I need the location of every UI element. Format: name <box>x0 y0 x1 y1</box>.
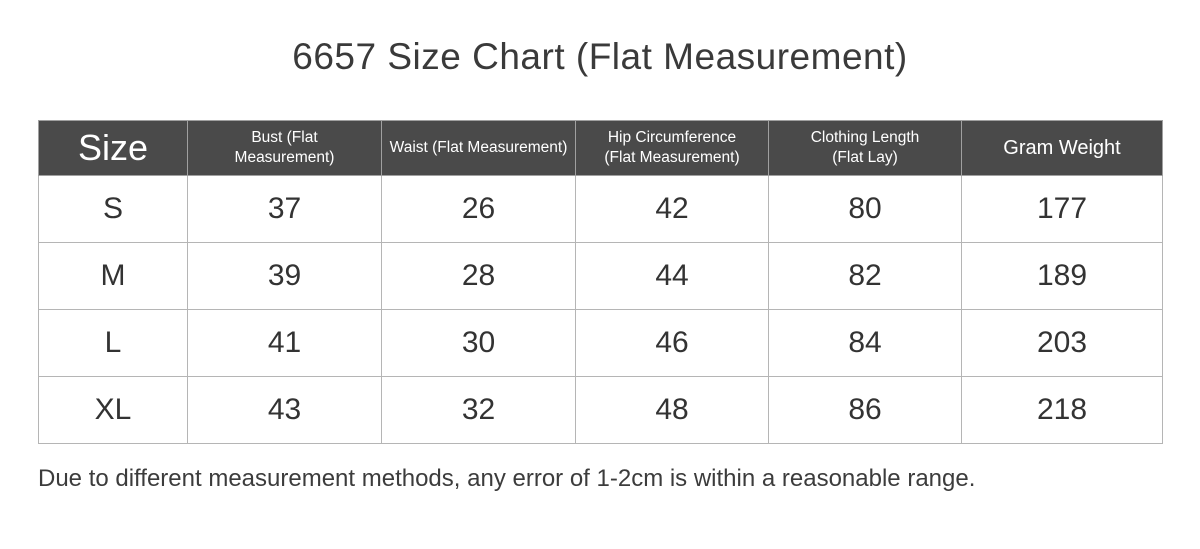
table-row: L 41 30 46 84 203 <box>38 309 1163 377</box>
bust-cell: 39 <box>187 242 382 310</box>
size-chart-table: Size Bust (Flat Measurement) Waist (Flat… <box>38 120 1163 444</box>
waist-cell: 26 <box>381 175 576 243</box>
waist-cell: 32 <box>381 376 576 444</box>
column-header-bust: Bust (Flat Measurement) <box>187 120 382 176</box>
column-header-gram-weight: Gram Weight <box>961 120 1163 176</box>
clothing-length-cell: 84 <box>768 309 962 377</box>
hip-cell: 48 <box>575 376 769 444</box>
column-header-hip: Hip Circumference (Flat Measurement) <box>575 120 769 176</box>
gram-weight-cell: 218 <box>961 376 1163 444</box>
hip-cell: 44 <box>575 242 769 310</box>
bust-cell: 43 <box>187 376 382 444</box>
waist-cell: 30 <box>381 309 576 377</box>
gram-weight-cell: 177 <box>961 175 1163 243</box>
hip-cell: 46 <box>575 309 769 377</box>
table-row: XL 43 32 48 86 218 <box>38 376 1163 444</box>
size-cell: S <box>38 175 188 243</box>
waist-cell: 28 <box>381 242 576 310</box>
size-cell: M <box>38 242 188 310</box>
clothing-length-cell: 86 <box>768 376 962 444</box>
table-row: S 37 26 42 80 177 <box>38 175 1163 243</box>
table-row: M 39 28 44 82 189 <box>38 242 1163 310</box>
column-header-size: Size <box>38 120 188 176</box>
size-cell: L <box>38 309 188 377</box>
gram-weight-cell: 189 <box>961 242 1163 310</box>
bust-cell: 41 <box>187 309 382 377</box>
clothing-length-cell: 80 <box>768 175 962 243</box>
page-title: 6657 Size Chart (Flat Measurement) <box>292 36 908 77</box>
hip-cell: 42 <box>575 175 769 243</box>
column-header-clothing-length: Clothing Length (Flat Lay) <box>768 120 962 176</box>
clothing-length-cell: 82 <box>768 242 962 310</box>
table-header-row: Size Bust (Flat Measurement) Waist (Flat… <box>38 120 1163 176</box>
column-header-waist: Waist (Flat Measurement) <box>381 120 576 176</box>
bust-cell: 37 <box>187 175 382 243</box>
size-cell: XL <box>38 376 188 444</box>
gram-weight-cell: 203 <box>961 309 1163 377</box>
measurement-tolerance-note: Due to different measurement methods, an… <box>38 465 976 492</box>
